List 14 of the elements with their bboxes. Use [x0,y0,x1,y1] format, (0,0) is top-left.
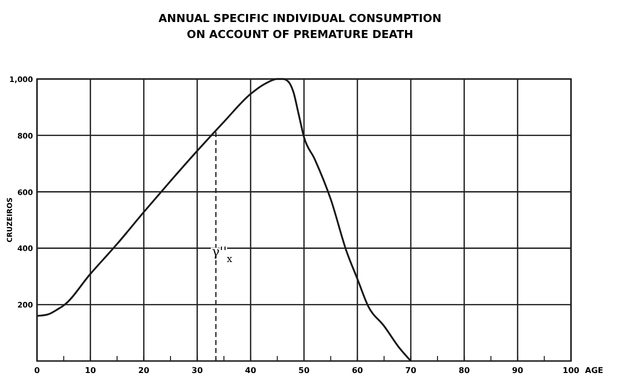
ref-line-label: γ''$_{x}$ [212,244,233,264]
x-tick-label: 10 [84,366,96,375]
x-tick-label: 20 [138,366,150,375]
x-tick-label: 90 [512,366,524,375]
x-tick-label: 80 [458,366,470,375]
x-tick-label: 70 [405,366,417,375]
x-tick-label: 60 [352,366,364,375]
x-tick-label: 100 [562,366,580,375]
chart-title: ANNUAL SPECIFIC INDIVIDUAL CONSUMPTION ON ACCOUNT OF PREMATURE DEATH [158,12,442,41]
x-tick-label: 40 [245,366,257,375]
x-axis-title: AGE [585,366,604,375]
x-tick-label: 0 [34,366,40,375]
x-tick-label: 30 [192,366,204,375]
x-tick-label: 50 [298,366,310,375]
